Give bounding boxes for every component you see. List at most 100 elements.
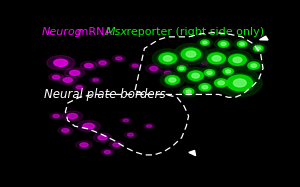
Ellipse shape bbox=[198, 83, 212, 92]
Ellipse shape bbox=[236, 41, 248, 47]
Text: Neural plate borders: Neural plate borders bbox=[44, 88, 166, 101]
Ellipse shape bbox=[208, 53, 225, 64]
Ellipse shape bbox=[152, 49, 183, 68]
Ellipse shape bbox=[73, 84, 86, 90]
Ellipse shape bbox=[157, 52, 178, 65]
Ellipse shape bbox=[64, 68, 85, 78]
Ellipse shape bbox=[180, 67, 184, 70]
Ellipse shape bbox=[227, 75, 253, 91]
Ellipse shape bbox=[182, 88, 195, 95]
Ellipse shape bbox=[179, 47, 203, 61]
Ellipse shape bbox=[53, 114, 59, 118]
Ellipse shape bbox=[180, 86, 198, 97]
Ellipse shape bbox=[120, 118, 131, 123]
Ellipse shape bbox=[218, 40, 230, 48]
Ellipse shape bbox=[63, 78, 72, 82]
Ellipse shape bbox=[99, 61, 106, 65]
Ellipse shape bbox=[200, 39, 210, 46]
Ellipse shape bbox=[49, 73, 64, 81]
Ellipse shape bbox=[174, 64, 189, 73]
Ellipse shape bbox=[202, 61, 208, 64]
Ellipse shape bbox=[201, 67, 218, 78]
Ellipse shape bbox=[229, 54, 246, 65]
Ellipse shape bbox=[195, 81, 215, 94]
Ellipse shape bbox=[250, 43, 266, 53]
Polygon shape bbox=[189, 150, 196, 156]
Ellipse shape bbox=[219, 66, 237, 77]
Ellipse shape bbox=[177, 62, 191, 69]
Ellipse shape bbox=[227, 53, 248, 66]
Ellipse shape bbox=[93, 79, 99, 82]
Ellipse shape bbox=[210, 76, 232, 90]
Ellipse shape bbox=[76, 86, 83, 89]
Ellipse shape bbox=[181, 64, 188, 67]
Ellipse shape bbox=[85, 63, 93, 68]
Ellipse shape bbox=[164, 75, 181, 85]
Ellipse shape bbox=[206, 52, 227, 65]
Ellipse shape bbox=[93, 133, 112, 142]
Ellipse shape bbox=[212, 56, 221, 61]
Ellipse shape bbox=[77, 120, 100, 132]
Ellipse shape bbox=[70, 70, 80, 75]
Ellipse shape bbox=[226, 70, 231, 73]
Ellipse shape bbox=[186, 51, 196, 57]
Ellipse shape bbox=[58, 75, 77, 85]
Ellipse shape bbox=[101, 149, 114, 155]
Ellipse shape bbox=[230, 56, 241, 61]
Ellipse shape bbox=[67, 114, 77, 119]
Ellipse shape bbox=[178, 66, 186, 71]
Ellipse shape bbox=[222, 50, 253, 69]
Ellipse shape bbox=[215, 79, 228, 87]
Ellipse shape bbox=[160, 73, 184, 88]
Ellipse shape bbox=[116, 57, 122, 60]
Ellipse shape bbox=[132, 64, 138, 67]
Ellipse shape bbox=[248, 62, 260, 69]
Ellipse shape bbox=[128, 133, 134, 136]
Ellipse shape bbox=[207, 71, 212, 74]
Ellipse shape bbox=[90, 77, 102, 83]
Ellipse shape bbox=[109, 141, 124, 149]
Ellipse shape bbox=[222, 68, 234, 75]
Ellipse shape bbox=[95, 59, 110, 67]
Ellipse shape bbox=[98, 135, 107, 140]
Ellipse shape bbox=[80, 143, 88, 147]
Ellipse shape bbox=[174, 44, 208, 65]
Ellipse shape bbox=[62, 128, 69, 132]
Ellipse shape bbox=[129, 63, 141, 68]
Text: mRNA: mRNA bbox=[74, 27, 116, 37]
Ellipse shape bbox=[198, 38, 212, 47]
Ellipse shape bbox=[201, 49, 232, 68]
Ellipse shape bbox=[83, 123, 94, 129]
Ellipse shape bbox=[181, 48, 201, 60]
Ellipse shape bbox=[150, 66, 158, 71]
Ellipse shape bbox=[169, 78, 176, 82]
Ellipse shape bbox=[220, 64, 226, 67]
Polygon shape bbox=[260, 36, 268, 40]
Ellipse shape bbox=[218, 69, 262, 97]
Text: Msx: Msx bbox=[106, 27, 128, 37]
Ellipse shape bbox=[253, 45, 264, 52]
Ellipse shape bbox=[244, 59, 264, 72]
Ellipse shape bbox=[182, 67, 209, 84]
Ellipse shape bbox=[218, 81, 224, 85]
Ellipse shape bbox=[112, 55, 125, 62]
Ellipse shape bbox=[214, 39, 232, 50]
Ellipse shape bbox=[203, 41, 207, 44]
Ellipse shape bbox=[146, 64, 162, 73]
Ellipse shape bbox=[165, 76, 179, 84]
Ellipse shape bbox=[123, 119, 129, 122]
Ellipse shape bbox=[184, 88, 194, 95]
Ellipse shape bbox=[186, 70, 205, 81]
Ellipse shape bbox=[164, 71, 171, 75]
Ellipse shape bbox=[52, 75, 60, 79]
Ellipse shape bbox=[201, 40, 209, 45]
Ellipse shape bbox=[203, 69, 216, 77]
Ellipse shape bbox=[186, 90, 191, 93]
Ellipse shape bbox=[224, 73, 255, 92]
Ellipse shape bbox=[198, 60, 212, 66]
Ellipse shape bbox=[76, 141, 92, 149]
Ellipse shape bbox=[233, 79, 246, 87]
Ellipse shape bbox=[240, 43, 244, 45]
Ellipse shape bbox=[159, 53, 176, 64]
Ellipse shape bbox=[218, 63, 230, 68]
